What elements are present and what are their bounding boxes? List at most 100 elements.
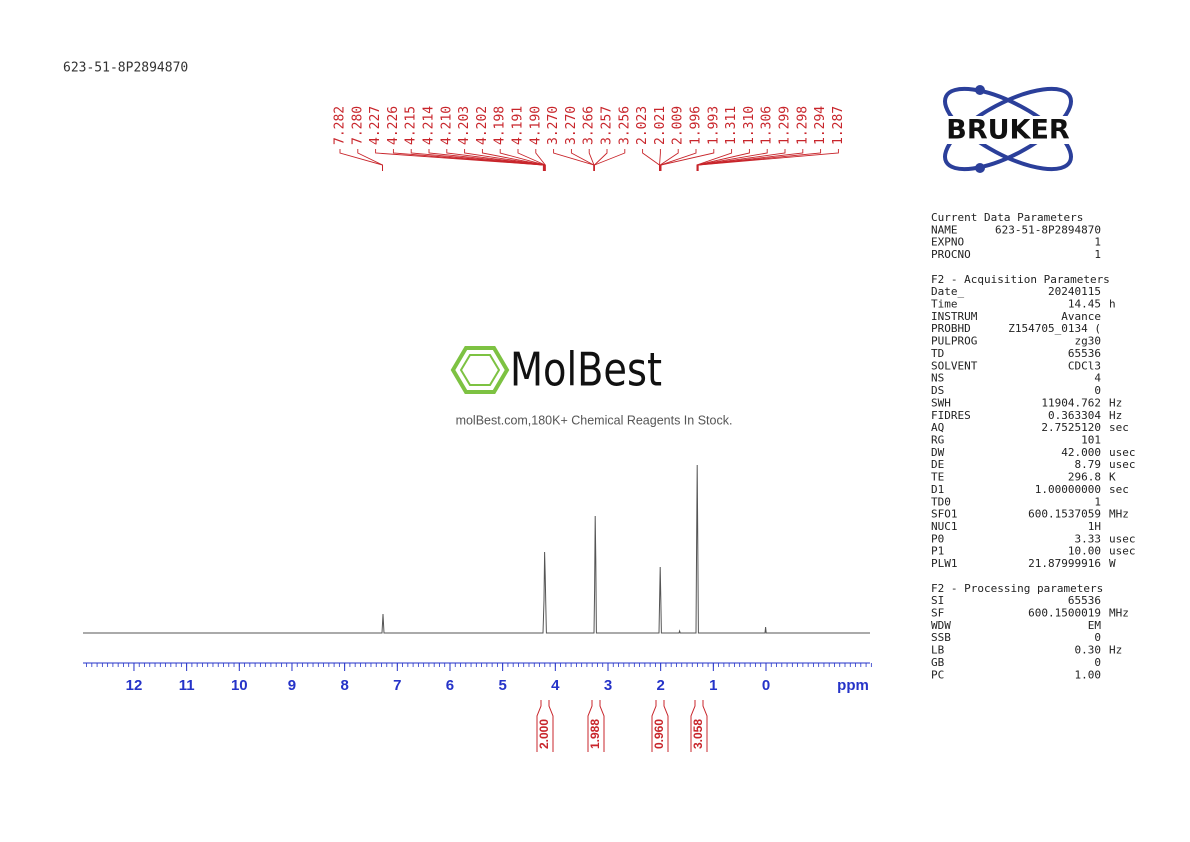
integral-bracket [702,700,708,752]
param-name: SI [931,594,944,607]
param-value: 2.7525120 [1041,421,1101,434]
param-value: EM [1088,619,1102,632]
param-value: 21.87999916 [1028,557,1101,570]
tick-label: 8 [340,677,348,694]
logo-text: BRUKER [946,115,1070,146]
integral-bracket [690,700,696,752]
param-value: zg30 [1075,335,1102,348]
param-name: P1 [931,545,944,558]
peak-label: 1.299 [778,106,793,145]
param-value: 600.1537059 [1028,508,1101,521]
param-value: 101 [1081,433,1101,446]
param-value: 623-51-8P2894870 [995,223,1101,236]
param-value: 0.30 [1075,644,1102,657]
param-value: 1.00000000 [1035,483,1101,496]
param-name: DS [931,384,944,397]
integral-value: 2.000 [537,719,551,749]
peak-connector [659,149,661,171]
param-unit: MHz [1109,508,1129,521]
param-unit: usec [1109,532,1136,545]
param-name: D1 [931,483,944,496]
tick-label: 7 [393,677,401,694]
param-name: PC [931,668,944,681]
peak-label: 4.203 [457,106,472,145]
param-name: Time [931,298,958,311]
peak-label: 4.214 [422,106,437,145]
param-value: 1H [1088,520,1101,533]
tick-label: 0 [762,677,770,694]
param-name: SF [931,607,944,620]
param-unit: K [1109,471,1116,484]
integral-bracket [663,700,669,752]
param-unit: W [1109,557,1116,570]
peak-label: 1.993 [706,106,721,145]
param-name: FIDRES [931,409,971,422]
integral-value: 0.960 [652,719,666,749]
param-name: P0 [931,532,944,545]
param-value: 0 [1094,656,1101,669]
param-unit: h [1109,298,1116,311]
peak-connector [588,149,595,171]
peak-label: 1.294 [813,106,828,145]
param-name: NAME [931,223,958,236]
peak-label: 4.227 [368,106,383,145]
param-unit: usec [1109,446,1136,459]
param-name: NUC1 [931,520,958,533]
param-name: GB [931,656,945,669]
param-value: Avance [1061,310,1101,323]
peak-label: 1.298 [795,106,810,145]
integral-bracket [599,700,605,752]
peak-label: 4.215 [404,106,419,145]
bruker-logo: BRUKER [924,85,1092,173]
param-value: 0 [1094,384,1101,397]
param-value: 296.8 [1068,471,1101,484]
tick-label: 2 [656,677,664,694]
param-unit: MHz [1109,607,1129,620]
peak-connector [535,149,546,171]
param-value: Z154705_0134 ( [1008,322,1101,335]
param-name: AQ [931,421,944,434]
peak-label: 2.023 [635,106,650,145]
tick-label: 3 [604,677,612,694]
peak-connector [660,149,715,171]
peak-label: 4.202 [475,106,490,145]
param-value: 1.00 [1075,668,1102,681]
peak-connector [659,149,679,171]
spectrum [83,464,870,634]
peak-label: 3.270 [546,106,561,145]
tick-label: 5 [498,677,506,694]
param-name: SOLVENT [931,359,978,372]
param-name: SWH [931,396,951,409]
param-name: LB [931,644,945,657]
param-name: Date_ [931,285,964,298]
watermark: MolBest molBest.com,180K+ Chemical Reage… [450,343,732,427]
param-section-title: F2 - Processing parameters [931,582,1103,595]
watermark-name: MolBest [510,343,662,397]
peak-label: 4.191 [511,106,526,145]
param-unit: sec [1109,483,1129,496]
param-unit: Hz [1109,396,1122,409]
param-value: 3.33 [1075,532,1102,545]
sample-id: 623-51-8P2894870 [63,61,188,76]
tick-label: 11 [179,677,195,694]
param-value: CDCl3 [1068,359,1101,372]
peak-label: 3.256 [617,106,632,145]
param-unit: Hz [1109,644,1122,657]
peak-label: 1.996 [689,106,704,145]
tick-label: 10 [231,677,248,694]
param-name: INSTRUM [931,310,978,323]
tick-label: 4 [551,677,560,694]
peak-label: 3.266 [582,106,597,145]
peak-connector [392,149,544,171]
integral-bracket [651,700,657,752]
param-section-title: F2 - Acquisition Parameters [931,273,1110,286]
param-value: 1 [1094,248,1101,261]
param-name: DW [931,446,945,459]
param-name: DE [931,458,944,471]
param-name: TD [931,347,944,360]
peak-label: 1.287 [831,106,846,145]
peak-label: 3.270 [564,106,579,145]
tick-label: 6 [446,677,454,694]
param-value: 1 [1094,236,1101,249]
peak-label: 2.009 [671,106,686,145]
